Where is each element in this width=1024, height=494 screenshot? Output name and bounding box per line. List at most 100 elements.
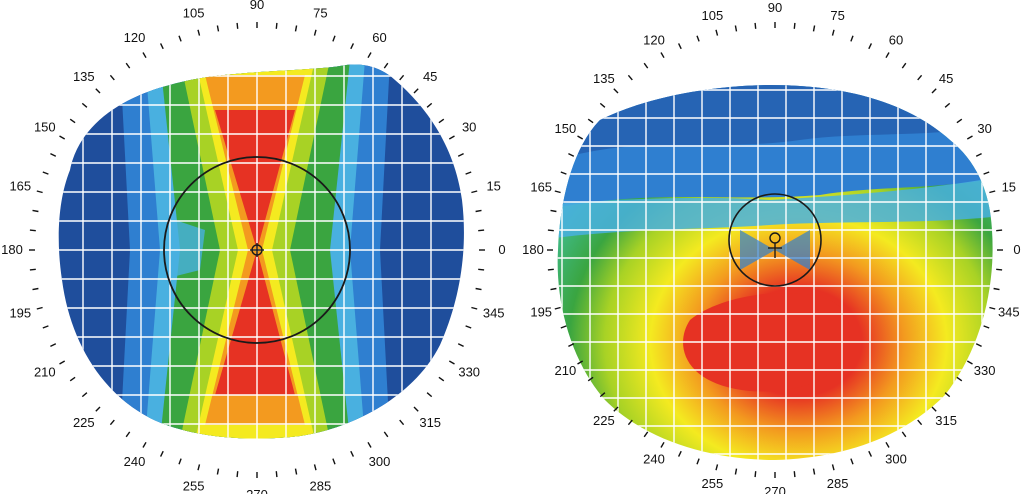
angle-tick — [236, 471, 239, 478]
angle-tick — [677, 450, 682, 457]
angle-label: 255 — [183, 479, 205, 494]
angle-tick — [993, 209, 1000, 213]
angle-tick — [550, 209, 557, 213]
angle-label: 120 — [124, 30, 146, 45]
angle-tick — [660, 441, 665, 448]
angle-tick — [313, 464, 317, 471]
angle-label: 120 — [643, 32, 665, 47]
right-angle-ticks — [547, 22, 1003, 478]
angle-tick — [901, 431, 907, 438]
angle-tick — [332, 458, 336, 465]
angle-tick — [426, 102, 433, 108]
angle-label: 315 — [419, 415, 441, 430]
angle-tick — [457, 343, 464, 348]
angle-tick — [465, 325, 472, 329]
angle-tick — [996, 268, 1003, 271]
right-center-marker — [768, 232, 782, 258]
angle-label: 300 — [369, 454, 391, 469]
angle-tick — [216, 468, 220, 475]
angle-label: 30 — [977, 121, 991, 136]
angle-tick — [643, 62, 649, 69]
angle-label: 285 — [827, 476, 849, 491]
angle-label: 330 — [974, 363, 996, 378]
angle-label: 345 — [998, 305, 1020, 320]
right-topography-map: 0 15 30 45 60 75 90 105 120 135 150 165 180 195 210 225… — [522, 0, 1020, 494]
angle-tick — [142, 52, 147, 59]
angle-label: 135 — [73, 69, 95, 84]
angle-tick — [868, 450, 873, 457]
angle-tick — [547, 229, 554, 232]
angle-tick — [996, 229, 1003, 232]
angle-tick — [332, 35, 336, 42]
angle-tick — [885, 52, 890, 59]
angle-tick — [696, 35, 700, 42]
angle-tick — [568, 152, 575, 157]
angle-label: 105 — [702, 8, 724, 23]
angle-label: 15 — [486, 179, 500, 194]
angle-tick — [448, 360, 455, 365]
angle-tick — [367, 52, 372, 59]
angle-label: 150 — [34, 120, 56, 135]
angle-tick — [178, 35, 182, 42]
angle-tick — [850, 35, 854, 42]
angle-tick — [812, 468, 816, 475]
angle-label: 255 — [702, 476, 724, 491]
angle-tick — [216, 25, 220, 32]
angle-tick — [983, 171, 990, 175]
angle-tick — [50, 343, 57, 348]
angle-label: 165 — [9, 179, 31, 194]
angle-label: 195 — [9, 305, 31, 320]
angle-label: 30 — [462, 120, 476, 135]
angle-tick — [426, 392, 433, 398]
angle-tick — [850, 458, 854, 465]
angle-tick — [660, 52, 665, 59]
angle-tick — [560, 325, 567, 329]
angle-tick — [236, 22, 239, 29]
angle-tick — [931, 88, 937, 94]
angle-label: 270 — [764, 484, 786, 494]
angle-label: 210 — [34, 365, 56, 380]
angle-tick — [197, 464, 201, 471]
angle-label: 45 — [423, 69, 437, 84]
angle-label: 225 — [593, 413, 615, 428]
angle-tick — [734, 25, 738, 32]
angle-tick — [831, 29, 835, 36]
angle-tick — [975, 343, 982, 348]
left-green-inset-left — [160, 215, 205, 280]
angle-tick — [677, 43, 682, 50]
angle-label: 330 — [458, 365, 480, 380]
angle-tick — [599, 102, 606, 108]
angle-tick — [868, 43, 873, 50]
angle-tick — [197, 29, 201, 36]
angle-tick — [465, 171, 472, 175]
angle-tick — [29, 268, 36, 271]
angle-tick — [448, 135, 455, 140]
angle-tick — [36, 306, 43, 310]
right-reference-circle — [728, 193, 822, 287]
angle-label: 285 — [310, 479, 332, 494]
angle-label: 15 — [1002, 179, 1016, 194]
angle-label: 75 — [830, 8, 844, 23]
angle-tick — [125, 431, 131, 438]
angle-tick — [95, 88, 101, 94]
angle-tick — [383, 62, 389, 69]
angle-tick — [812, 25, 816, 32]
angle-tick — [32, 209, 39, 213]
angle-tick — [475, 287, 482, 291]
angle-tick — [956, 376, 963, 382]
angle-label: 270 — [246, 487, 268, 494]
angle-label: 240 — [124, 454, 146, 469]
angle-tick — [989, 306, 996, 310]
angle-tick — [69, 376, 76, 382]
angle-tick — [478, 268, 485, 271]
angle-tick — [944, 102, 951, 108]
angle-tick — [350, 450, 355, 457]
angle-tick — [294, 25, 298, 32]
angle-tick — [350, 43, 355, 50]
right-angle-labels: 0 15 30 45 60 75 90 105 120 135 150 165 180 195 210 225… — [522, 0, 1020, 494]
angle-tick — [438, 118, 445, 124]
left-reference-circle — [163, 156, 351, 344]
angle-tick — [478, 229, 485, 232]
angle-tick — [643, 431, 649, 438]
angle-label: 135 — [593, 71, 615, 86]
